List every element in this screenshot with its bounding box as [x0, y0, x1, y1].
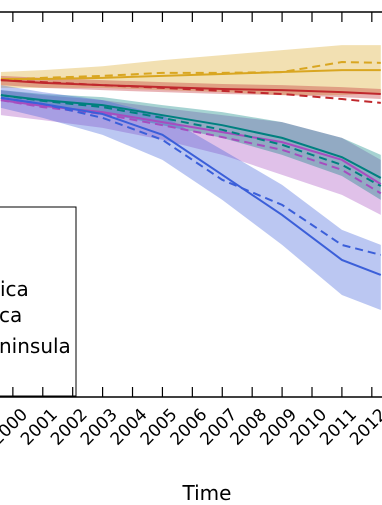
series-line-dashed: [0, 96, 382, 256]
legend-label: ica: [0, 277, 29, 301]
series-line-dashed: [0, 61, 381, 82]
legend-label: ca: [0, 303, 22, 327]
series-line-dashed: [0, 94, 382, 187]
series-line: [0, 79, 381, 96]
legend-label: ninsula: [0, 334, 71, 358]
series-line-dashed: [0, 99, 382, 195]
confidence-band: [0, 45, 381, 96]
legend-box: [0, 206, 77, 397]
x-axis-label: Time: [182, 481, 232, 505]
series-line: [0, 69, 381, 80]
confidence-band: [0, 90, 381, 215]
series-line-dashed: [0, 79, 381, 104]
plot-area: [0, 45, 382, 310]
confidence-band: [0, 85, 381, 310]
